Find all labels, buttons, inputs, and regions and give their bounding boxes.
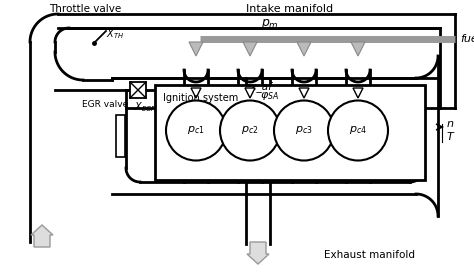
Ellipse shape [220,100,280,160]
Polygon shape [299,88,309,98]
Polygon shape [245,88,255,98]
Text: $T$: $T$ [446,130,456,142]
Ellipse shape [274,100,334,160]
Polygon shape [189,42,203,56]
Polygon shape [191,88,201,98]
Polygon shape [297,42,311,56]
Text: ex_af: ex_af [244,81,272,92]
Text: Throttle valve: Throttle valve [49,4,121,14]
Text: EGR valve: EGR valve [82,100,128,109]
FancyBboxPatch shape [116,115,125,157]
Text: $p_{c2}$: $p_{c2}$ [241,125,259,137]
Polygon shape [353,88,363,98]
Text: $X_{EGR}$: $X_{EGR}$ [134,100,157,114]
Text: $p_{c1}$: $p_{c1}$ [187,125,205,137]
Text: $\varphi_{SA}$: $\varphi_{SA}$ [260,90,279,102]
Text: $p_{c4}$: $p_{c4}$ [349,125,367,137]
Text: Intake manifold: Intake manifold [246,4,334,14]
Text: $X_{TH}$: $X_{TH}$ [106,27,124,41]
FancyArrow shape [247,242,269,264]
Text: $n$: $n$ [446,119,454,129]
Text: $p_m$: $p_m$ [261,17,279,31]
FancyArrow shape [31,225,53,247]
Polygon shape [243,42,257,56]
Polygon shape [351,42,365,56]
Text: $p_{c3}$: $p_{c3}$ [295,125,313,137]
Text: Ignition system: Ignition system [163,93,238,103]
Ellipse shape [328,100,388,160]
Text: Exhaust manifold: Exhaust manifold [325,250,416,260]
FancyBboxPatch shape [155,85,425,180]
FancyBboxPatch shape [130,82,146,98]
Ellipse shape [166,100,226,160]
Text: fuel: fuel [460,34,474,44]
